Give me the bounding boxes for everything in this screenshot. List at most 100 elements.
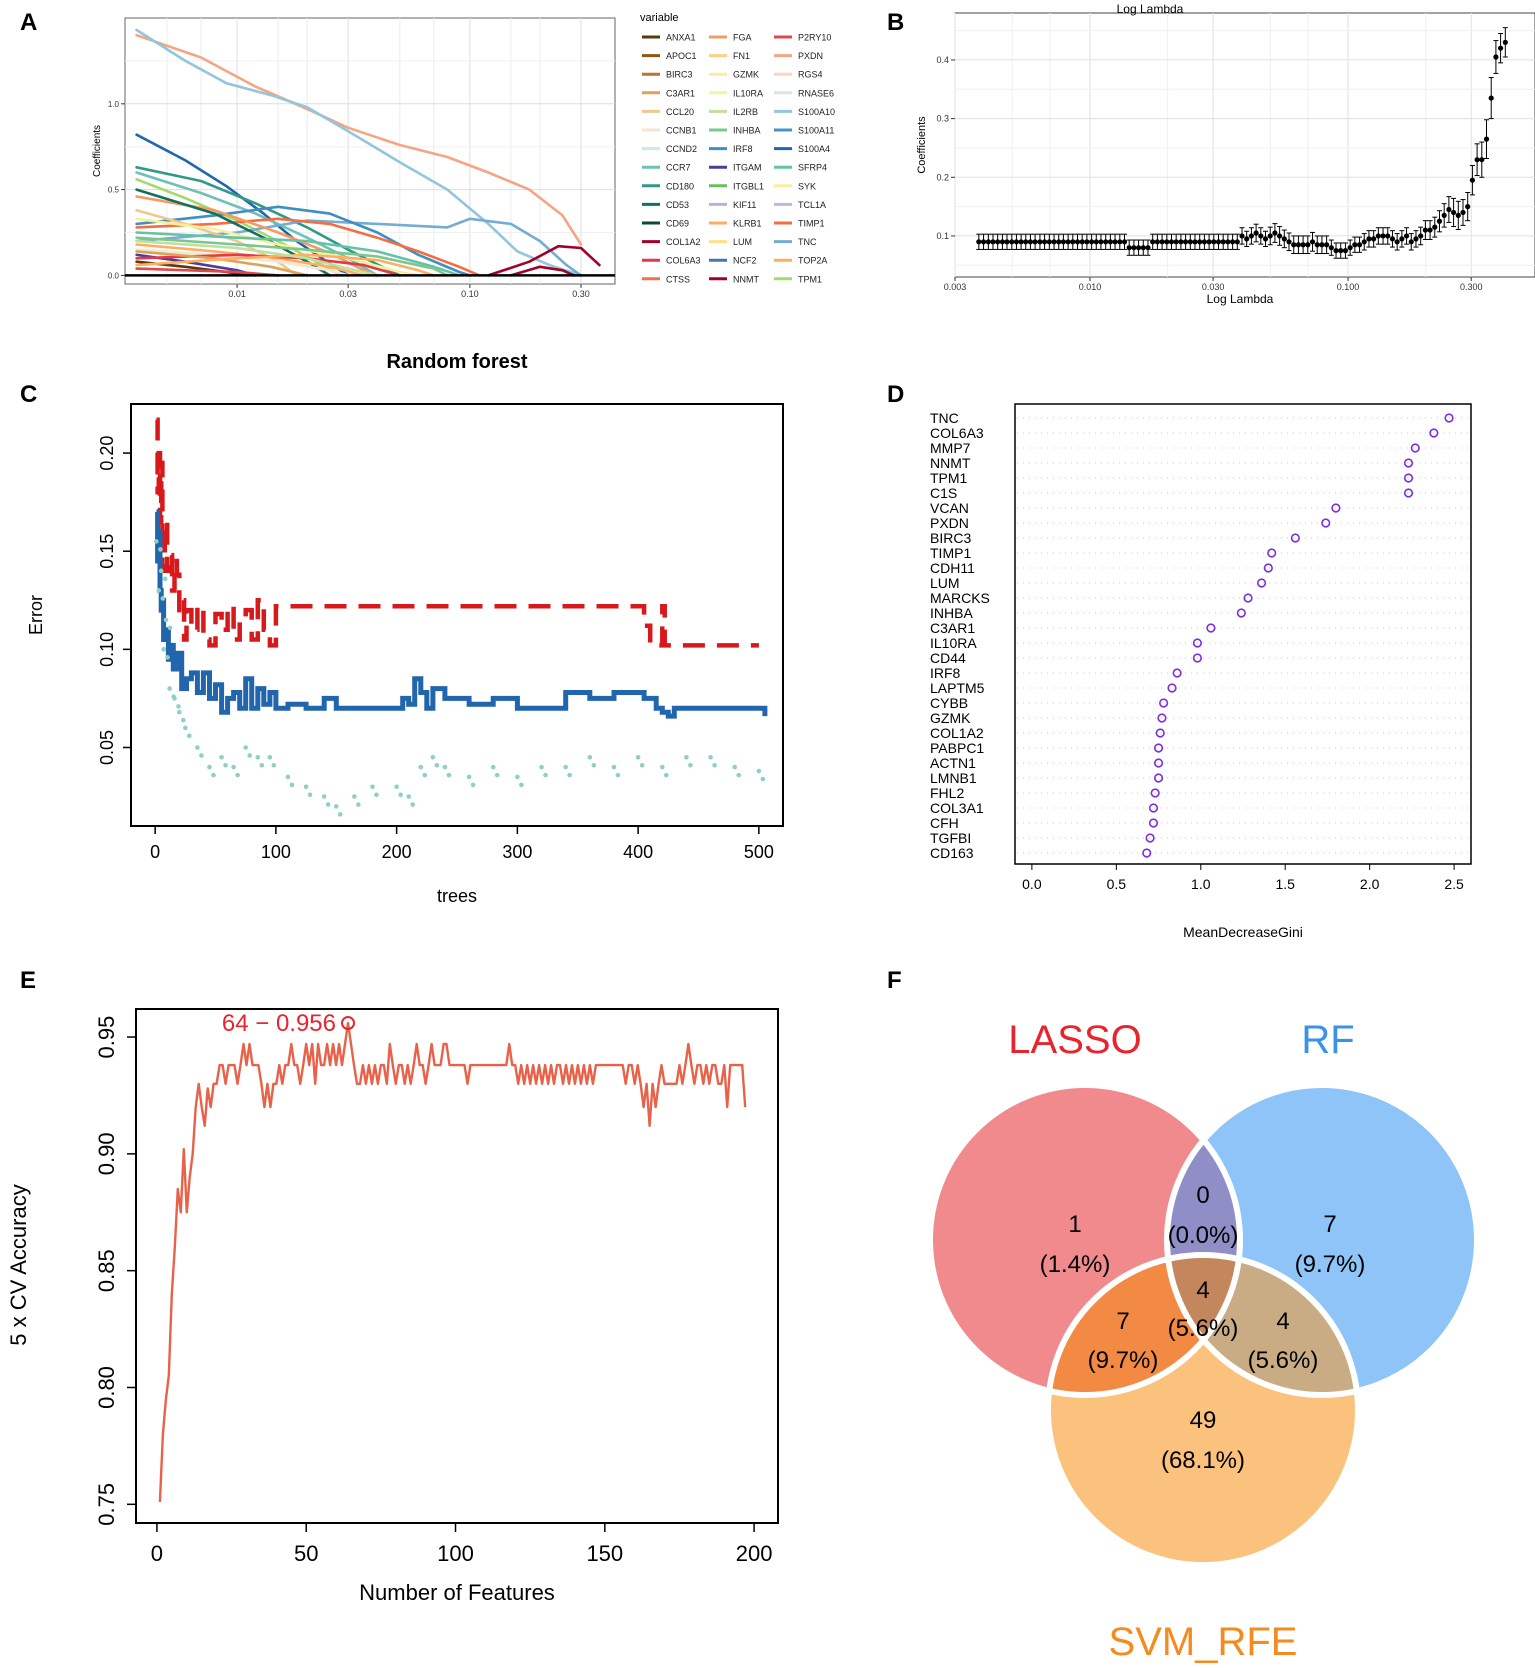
panel-b-point	[1277, 233, 1283, 239]
panel-b-point	[1427, 227, 1433, 233]
panel-b-point	[1352, 242, 1358, 248]
venn-label-svm-rfe: SVM_RFE	[1109, 1620, 1298, 1664]
panel-b-point	[1319, 242, 1325, 248]
panel-c-dot-2	[684, 755, 689, 760]
panel-b-point	[1197, 239, 1203, 245]
panel-b-point	[1140, 245, 1146, 251]
panel-d-x-tick-label: 0.0	[1022, 876, 1042, 892]
panel-a-series-line-fga	[135, 195, 379, 277]
panel-a-legend-label: TNC	[798, 237, 817, 247]
panel-c-dot-2	[712, 763, 717, 768]
panel-c-dot-2	[352, 794, 357, 799]
venn-overlap-rf-svm-group	[1167, 1255, 1358, 1395]
panel-c-x-tick-label: 100	[261, 842, 291, 862]
panel-a-legend-label: TIMP1	[798, 219, 825, 229]
panel-c-dot-2	[271, 763, 277, 768]
panel-d-x-tick-label: 1.0	[1191, 876, 1211, 892]
panel-c-x-tick-label: 0	[150, 842, 160, 862]
panel-a-legend-label: C3AR1	[666, 88, 695, 98]
panel-d-gene-label: PXDN	[930, 515, 969, 531]
panel-e-x-tick-label: 100	[437, 1541, 474, 1566]
panel-b-point	[1469, 177, 1475, 183]
panel-a-legend-label: CD180	[666, 181, 694, 191]
panel-c-dot-2	[466, 774, 472, 780]
panel-b-point	[1225, 239, 1231, 245]
panel-d-gene-label: CFH	[930, 815, 959, 831]
panel-a-legend-label: NNMT	[733, 274, 759, 284]
panel-c-dot-2	[180, 717, 186, 723]
panel-d-gene-label: INHBA	[930, 605, 973, 621]
panel-b-point	[1027, 239, 1034, 245]
panel-c-dot-2	[760, 776, 766, 782]
panel-a-legend-label: S100A4	[798, 144, 830, 154]
panel-c-dot-2	[255, 755, 261, 760]
panel-e-x-tick-label: 200	[736, 1541, 773, 1566]
panel-b-point	[1037, 239, 1043, 245]
panel-c-dot-2	[406, 794, 412, 799]
panel-b-point	[1262, 236, 1269, 242]
panel-letter-c: C	[20, 381, 37, 408]
panel-a-legend-label: TCL1A	[798, 200, 826, 210]
panel-b-point	[1389, 236, 1396, 242]
panel-d-dot-cd44	[1192, 653, 1202, 663]
panel-c-dot-2	[158, 547, 163, 552]
panel-a-series-line-ccnb1	[135, 248, 350, 277]
panel-a-legend-label: IL10RA	[733, 88, 763, 98]
panel-c-dot-2	[176, 709, 182, 715]
panel-e-axes: 0 50 100 150 200 0.75 0.80 0.85 0.90 0.95	[94, 1016, 772, 1566]
panel-c-dot-2	[176, 704, 181, 709]
venn-count-rf-only: 7	[1323, 1211, 1336, 1238]
panel-b-point	[1253, 230, 1259, 236]
panel-b-point	[1178, 239, 1184, 245]
panel-a-series-line-sfrp4	[135, 231, 461, 277]
panel-c-dot-2	[736, 772, 742, 778]
panel-c-dot-2	[659, 764, 665, 770]
panel-e-x-tick-label: 0	[151, 1541, 163, 1566]
panel-b-point	[1013, 239, 1020, 245]
panel-b-point	[1211, 239, 1217, 245]
panel-d-dot-marcks	[1243, 593, 1253, 603]
panel-letter-a: A	[20, 9, 37, 36]
panel-c-dot-2	[243, 745, 249, 750]
panel-d-dot-fhl2	[1150, 788, 1160, 798]
panel-b-point	[1084, 239, 1090, 245]
panel-b-point	[1107, 239, 1113, 245]
panel-b-x-tick-label: 0.010	[1079, 282, 1102, 292]
panel-b-point	[1234, 239, 1240, 245]
panel-d-dot-tnc	[1444, 413, 1454, 423]
panel-c-dot-2	[434, 763, 440, 768]
panel-b-xlabel: Log Lambda	[1207, 292, 1274, 306]
panel-c-dot-2	[663, 772, 669, 778]
venn-pct-rf-only: (9.7%)	[1295, 1251, 1366, 1278]
panel-b-point	[1399, 236, 1405, 242]
panel-c-y-tick-label: 0.05	[97, 730, 117, 765]
panel-c-dot-2	[199, 753, 204, 758]
panel-c-dot-2	[374, 792, 379, 798]
panel-b-title: Log Lambda	[1117, 2, 1184, 16]
panel-b-point	[1046, 239, 1052, 245]
panel-a-legend-label: SYK	[798, 181, 816, 191]
venn-pct-lasso-rf: (0.0%)	[1168, 1222, 1239, 1249]
venn-region-rf-svm	[1167, 1255, 1358, 1395]
panel-c-dot-2	[235, 772, 240, 778]
panel-c-dot-2	[418, 764, 424, 770]
panel-a-legend-label: KIF11	[733, 200, 756, 210]
panel-b-point	[1498, 45, 1504, 51]
panel-c-dot-2	[490, 764, 496, 770]
panel-e-xlabel: Number of Features	[359, 1580, 555, 1605]
panel-a-legend-label: FGA	[733, 33, 752, 43]
panel-d-gene-label: COL1A2	[930, 725, 984, 741]
panel-a-legend-label: TOP2A	[798, 256, 827, 266]
panel-b-point	[1131, 245, 1137, 251]
panel-c-dot-2	[543, 772, 548, 778]
panel-a-legend-label: FN1	[733, 51, 750, 61]
panel-b-point	[1267, 233, 1273, 239]
panel-d-xlabel: MeanDecreaseGini	[1183, 924, 1303, 940]
panel-b-point	[1074, 239, 1081, 245]
panel-c-dot-2	[172, 696, 177, 701]
panel-c-dot-2	[515, 774, 520, 780]
panel-d-gene-label: LAPTM5	[930, 680, 985, 696]
panel-b-point	[1159, 239, 1165, 245]
panel-b-point	[1408, 239, 1414, 245]
panel-a-legend-label: APOC1	[666, 51, 697, 61]
